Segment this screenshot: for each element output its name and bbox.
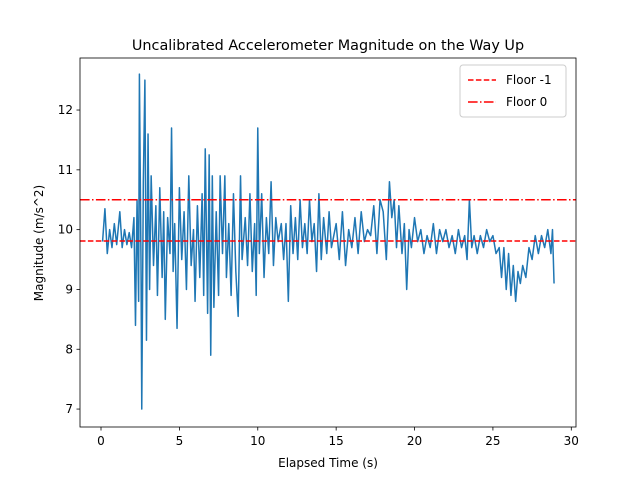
y-tick-label: 9: [65, 282, 73, 296]
data-line: [101, 73, 555, 410]
x-axis-label: Elapsed Time (s): [278, 456, 378, 470]
y-tick-label: 12: [58, 103, 73, 117]
legend-label: Floor -1: [506, 73, 552, 87]
y-axis-label: Magnitude (m/s^2): [32, 185, 46, 301]
y-tick-label: 10: [58, 223, 73, 237]
x-tick-label: 10: [250, 434, 265, 448]
x-tick-label: 15: [329, 434, 344, 448]
x-tick-label: 25: [485, 434, 500, 448]
chart-title: Uncalibrated Accelerometer Magnitude on …: [132, 38, 524, 54]
x-tick-label: 20: [407, 434, 422, 448]
legend-label: Floor 0: [506, 95, 547, 109]
axes-frame: [79, 57, 577, 428]
legend-box: [459, 64, 567, 118]
y-tick-label: 8: [65, 342, 73, 356]
y-tick-label: 11: [58, 163, 73, 177]
x-tick-label: 5: [176, 434, 184, 448]
y-tick-label: 7: [65, 402, 73, 416]
x-tick-label: 0: [97, 434, 105, 448]
x-tick-label: 30: [564, 434, 579, 448]
